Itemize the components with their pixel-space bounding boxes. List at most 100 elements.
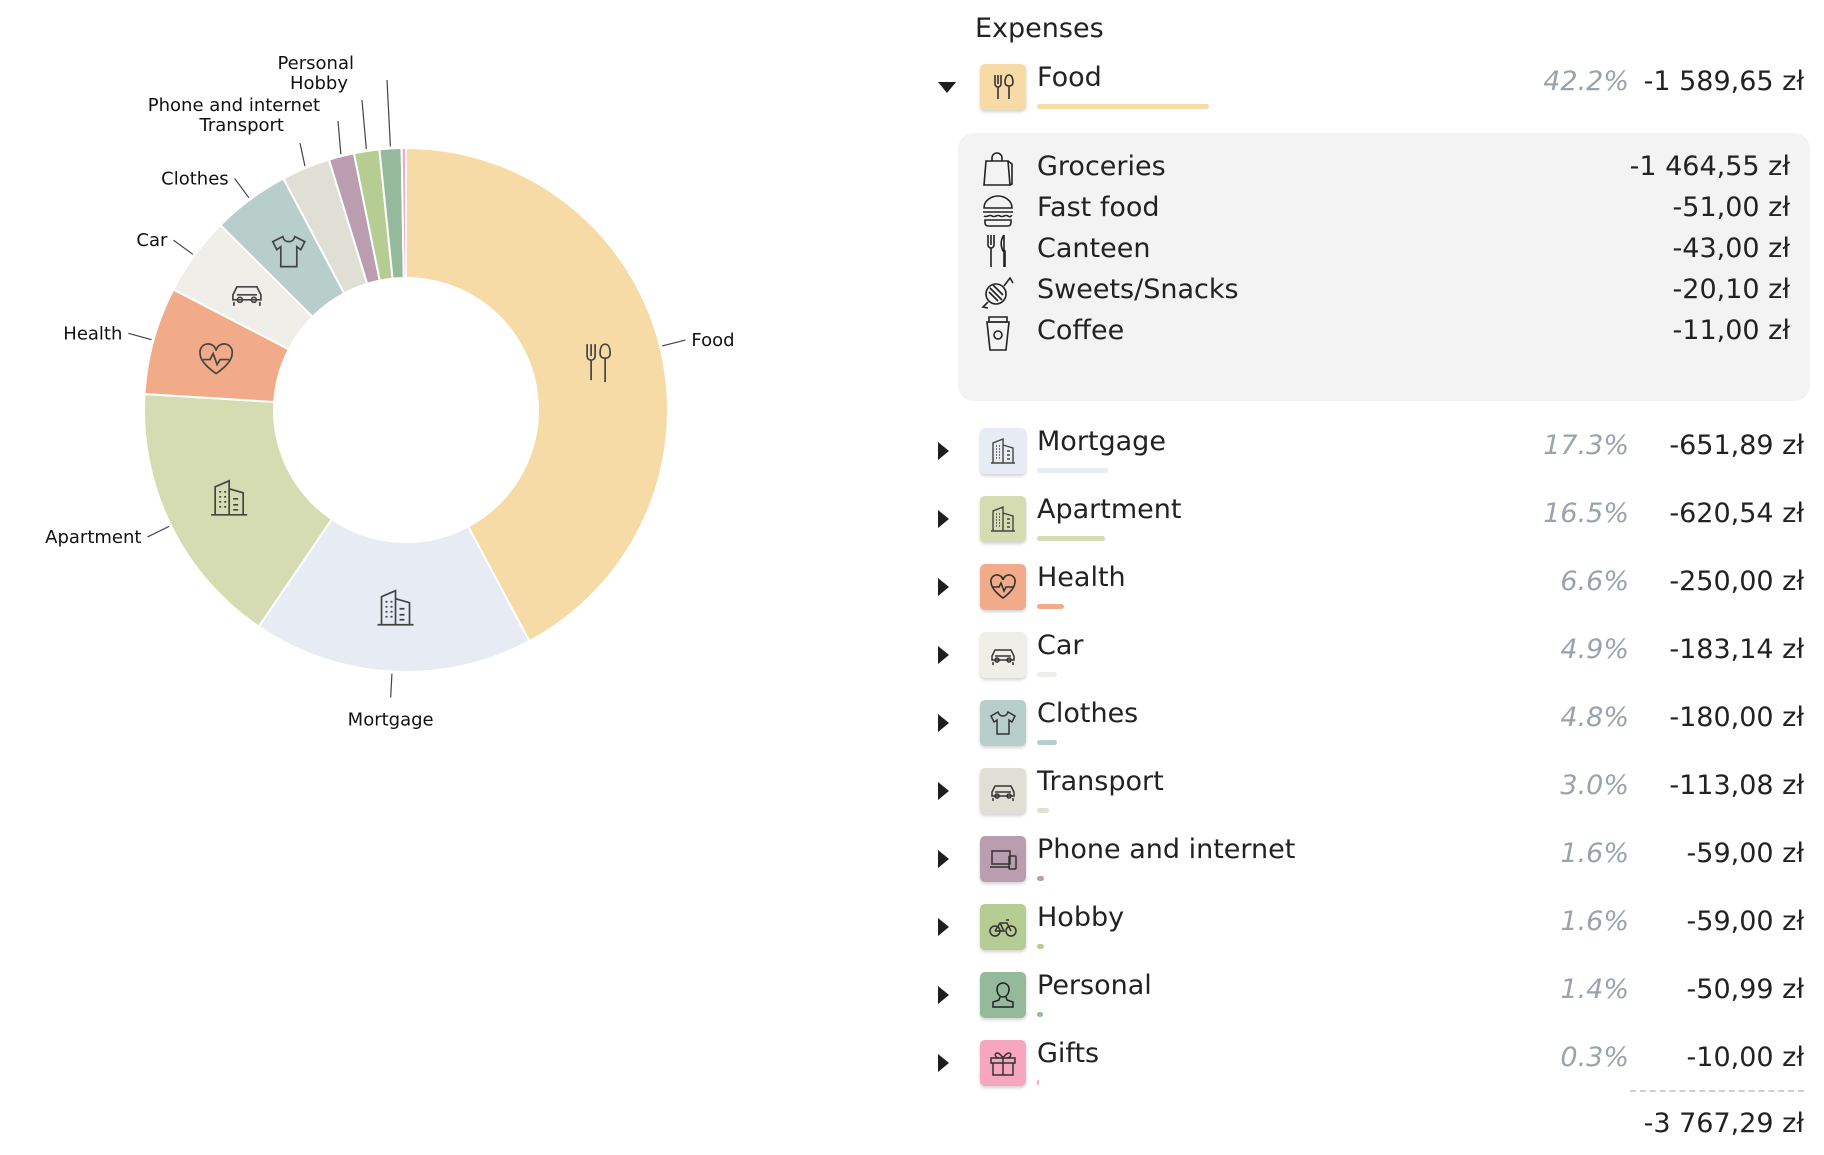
category-share-bar xyxy=(1037,604,1065,609)
subcategory-amount: -11,00 zł xyxy=(1672,315,1790,346)
subcategory-row[interactable]: Fast food -51,00 zł xyxy=(958,188,1810,234)
expand-triangle-icon[interactable] xyxy=(938,782,949,800)
category-share-bar xyxy=(1037,944,1044,949)
category-row-phone-internet[interactable]: Phone and internet 1.6% -59,00 zł xyxy=(920,832,1804,894)
category-row-gifts[interactable]: Gifts 0.3% -10,00 zł xyxy=(920,1036,1804,1098)
category-row-transport[interactable]: Transport 3.0% -113,08 zł xyxy=(920,764,1804,826)
person-icon xyxy=(980,972,1026,1018)
category-share-bar xyxy=(1037,536,1105,541)
leader-line xyxy=(234,178,250,199)
category-share-bar xyxy=(1037,1080,1039,1085)
category-name: Apartment xyxy=(1037,494,1182,525)
subcategory-name: Groceries xyxy=(1037,151,1166,182)
slice-label: Apartment xyxy=(45,527,141,548)
category-amount: -59,00 zł xyxy=(1686,838,1804,869)
category-name: Clothes xyxy=(1037,698,1139,729)
collapse-triangle-icon[interactable] xyxy=(938,82,956,93)
slice-label: Health xyxy=(63,323,122,344)
category-amount: -651,89 zł xyxy=(1669,430,1804,461)
slice-label: Phone and internet xyxy=(148,95,320,116)
category-row-hobby[interactable]: Hobby 1.6% -59,00 zł xyxy=(920,900,1804,962)
category-percentage: 6.6% xyxy=(1560,566,1629,597)
category-percentage: 4.8% xyxy=(1560,702,1629,733)
expand-triangle-icon[interactable] xyxy=(938,1054,949,1072)
slice-label: Mortgage xyxy=(348,710,434,731)
leader-line xyxy=(128,332,152,341)
slice-label: Food xyxy=(691,330,734,351)
expand-triangle-icon[interactable] xyxy=(938,986,949,1004)
expand-triangle-icon[interactable] xyxy=(938,714,949,732)
expand-triangle-icon[interactable] xyxy=(938,918,949,936)
subcategory-row[interactable]: Canteen -43,00 zł xyxy=(958,229,1810,275)
shirt-icon xyxy=(980,700,1026,746)
total-amount: -3 767,29 zł xyxy=(1643,1108,1804,1139)
category-percentage: 17.3% xyxy=(1543,430,1629,461)
category-amount: -10,00 zł xyxy=(1686,1042,1804,1073)
leader-line xyxy=(173,239,194,255)
category-share-bar xyxy=(1037,104,1210,109)
shopping-bag-icon xyxy=(978,149,1018,189)
category-percentage: 42.2% xyxy=(1543,66,1629,97)
expand-triangle-icon[interactable] xyxy=(938,442,949,460)
category-percentage: 1.6% xyxy=(1560,838,1629,869)
category-share-bar xyxy=(1037,740,1057,745)
subcategory-amount: -1 464,55 zł xyxy=(1629,151,1790,182)
category-name: Gifts xyxy=(1037,1038,1100,1069)
category-amount: -620,54 zł xyxy=(1669,498,1804,529)
leader-line xyxy=(390,673,393,698)
shirt-icon xyxy=(271,235,306,268)
subcategory-name: Canteen xyxy=(1037,233,1151,264)
category-row-food[interactable]: Food 42.2% -1 589,65 zł xyxy=(920,60,1804,122)
car-icon xyxy=(980,768,1026,814)
leader-line xyxy=(386,79,391,147)
category-amount: -59,00 zł xyxy=(1686,906,1804,937)
donut-slice-gifts[interactable] xyxy=(400,146,407,280)
subcategory-row[interactable]: Groceries -1 464,55 zł xyxy=(958,147,1810,193)
category-amount: -180,00 zł xyxy=(1669,702,1804,733)
category-row-health[interactable]: Health 6.6% -250,00 zł xyxy=(920,560,1804,622)
subcategory-name: Coffee xyxy=(1037,315,1125,346)
gift-icon xyxy=(980,1040,1026,1086)
category-row-clothes[interactable]: Clothes 4.8% -180,00 zł xyxy=(920,696,1804,758)
category-row-car[interactable]: Car 4.9% -183,14 zł xyxy=(920,628,1804,690)
category-name: Personal xyxy=(1037,970,1152,1001)
category-amount: -1 589,65 zł xyxy=(1643,66,1804,97)
expand-triangle-icon[interactable] xyxy=(938,850,949,868)
category-row-apartment[interactable]: Apartment 16.5% -620,54 zł xyxy=(920,492,1804,554)
donut-slice-mortgage[interactable] xyxy=(257,517,531,673)
slice-label: Transport xyxy=(199,115,284,136)
category-name: Hobby xyxy=(1037,902,1125,933)
expand-triangle-icon[interactable] xyxy=(938,578,949,596)
slice-label: Clothes xyxy=(161,169,229,190)
cutlery-icon xyxy=(978,231,1018,271)
slice-label: Hobby xyxy=(290,73,348,94)
leader-line xyxy=(361,99,367,150)
category-name: Phone and internet xyxy=(1037,834,1296,865)
panel-title: Expenses xyxy=(975,13,1104,44)
expenses-panel: Expenses Food 42.2% -1 589,65 zł Groceri… xyxy=(920,0,1824,1155)
category-row-mortgage[interactable]: Mortgage 17.3% -651,89 zł xyxy=(920,424,1804,486)
subcategory-row[interactable]: Sweets/Snacks -20,10 zł xyxy=(958,270,1810,316)
expand-triangle-icon[interactable] xyxy=(938,510,949,528)
candy-icon xyxy=(978,272,1018,312)
category-percentage: 1.4% xyxy=(1560,974,1629,1005)
category-share-bar xyxy=(1037,672,1058,677)
category-amount: -113,08 zł xyxy=(1669,770,1804,801)
building-icon xyxy=(377,589,414,626)
building-icon xyxy=(980,428,1026,474)
leader-line xyxy=(661,339,686,347)
expand-triangle-icon[interactable] xyxy=(938,646,949,664)
building-icon xyxy=(211,479,248,516)
category-amount: -50,99 zł xyxy=(1686,974,1804,1005)
category-name: Food xyxy=(1037,62,1102,93)
slice-label: Personal xyxy=(277,53,354,74)
subcategory-row[interactable]: Coffee -11,00 zł xyxy=(958,311,1810,357)
donut-slice-food[interactable] xyxy=(405,146,669,643)
category-row-personal[interactable]: Personal 1.4% -50,99 zł xyxy=(920,968,1804,1030)
burger-icon xyxy=(978,190,1018,230)
category-percentage: 16.5% xyxy=(1543,498,1629,529)
category-name: Car xyxy=(1037,630,1084,661)
slice-label: Car xyxy=(136,230,168,251)
category-percentage: 3.0% xyxy=(1560,770,1629,801)
leader-line xyxy=(147,525,170,538)
